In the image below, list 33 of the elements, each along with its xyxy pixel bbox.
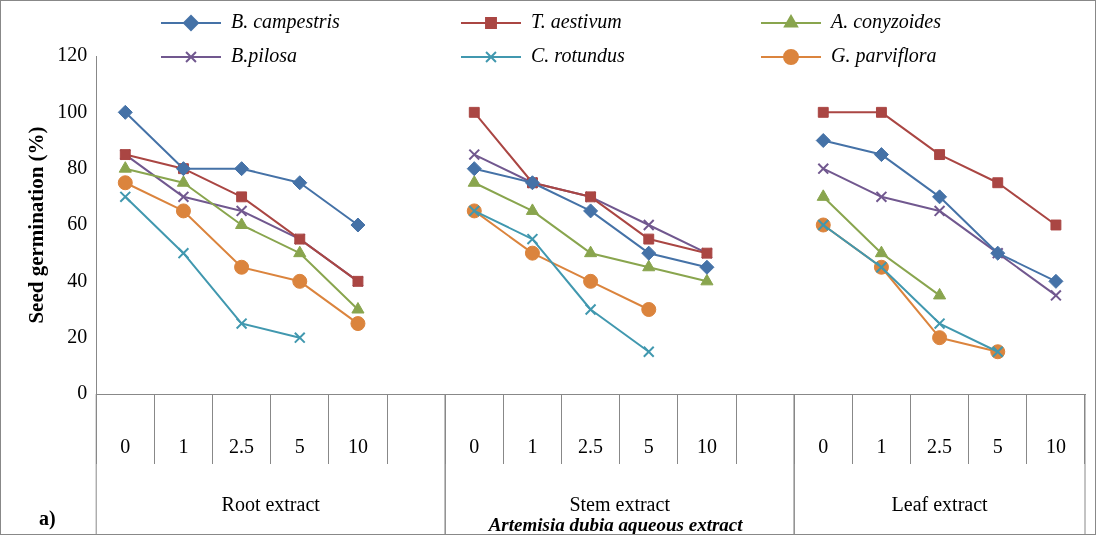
text: Stem extract <box>569 493 671 516</box>
legend-label: G. parviflora <box>831 44 937 68</box>
x-tick-label: 0 <box>120 435 131 458</box>
y-axis-title: Seed germination (%) <box>24 126 49 324</box>
x-tick-label: 1 <box>178 435 189 458</box>
y-tick-label: 0 <box>77 381 88 404</box>
text: a) <box>39 507 56 531</box>
y-tick-label: 80 <box>67 155 88 178</box>
x-tick-label: 5 <box>992 435 1003 458</box>
x-tick-label: 0 <box>818 435 829 458</box>
x-tick-label: 5 <box>294 435 305 458</box>
y-tick-label: 120 <box>57 43 88 66</box>
x-tick-label: 2.5 <box>578 435 604 458</box>
legend-label: C. rotundus <box>531 44 625 67</box>
x-tick-label: 10 <box>347 435 368 458</box>
text: Root extract <box>221 493 321 516</box>
x-tick-label: 1 <box>876 435 887 458</box>
y-tick-label: 40 <box>67 268 88 291</box>
x-tick-label: 10 <box>1045 435 1066 458</box>
x-tick-label: 2.5 <box>229 435 255 458</box>
y-tick-label: 100 <box>57 99 88 122</box>
legend-label: B. campestris <box>231 10 341 34</box>
x-tick-label: 0 <box>469 435 480 458</box>
x-tick-label: 10 <box>696 435 717 458</box>
legend-label: T. aestivum <box>531 10 622 33</box>
x-tick-label: 2.5 <box>927 435 953 458</box>
legend-label: A. conyzoides <box>829 10 942 34</box>
y-tick-label: 60 <box>67 212 88 235</box>
text: Leaf extract <box>891 493 989 516</box>
y-tick-label: 20 <box>67 324 88 347</box>
x-tick-label: 5 <box>643 435 654 458</box>
x-tick-label: 1 <box>527 435 538 458</box>
legend-label: B.pilosa <box>231 44 298 68</box>
